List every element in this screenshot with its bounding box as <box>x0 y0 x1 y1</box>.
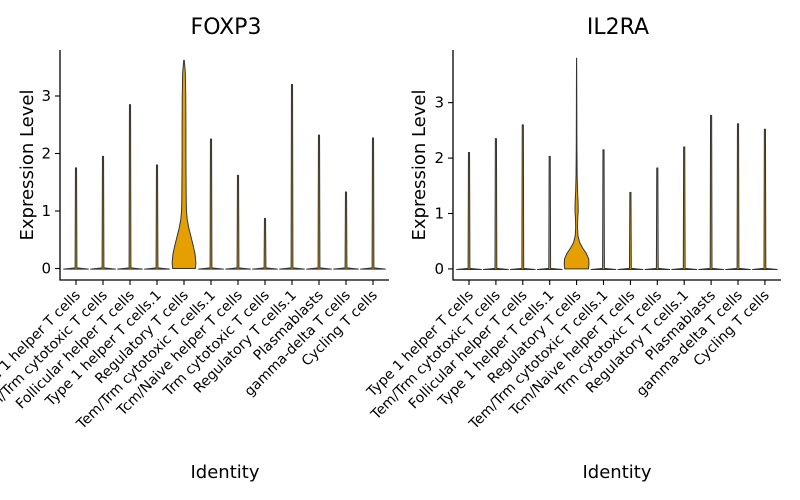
foxp3-panel: FOXP3 Expression Level Identity 0123Type… <box>0 15 389 483</box>
il2ra-ytick-label: 1 <box>434 204 444 222</box>
violin-tem-trm-cytotoxic-t-cells <box>483 138 509 271</box>
il2ra-ytick-label: 2 <box>434 149 444 167</box>
violin-type-1-helper-t-cells <box>63 167 89 270</box>
violin-plasmablasts <box>698 114 724 271</box>
violin-tem-trm-cytotoxic-t-cells-1 <box>198 138 224 270</box>
violin-type-1-helper-t-cells-1 <box>536 155 563 271</box>
il2ra-ylabel: Expression Level <box>409 90 430 241</box>
il2ra-title: IL2RA <box>587 15 649 40</box>
violin-cycling-t-cells <box>752 128 778 271</box>
violin-tcm-naive-helper-t-cells <box>617 191 644 271</box>
foxp3-ylabel: Expression Level <box>17 90 38 241</box>
violin-follicular-helper-t-cells <box>509 124 536 271</box>
violin-gamma-delta-t-cells <box>725 123 751 271</box>
il2ra-panel: IL2RA Expression Level Identity 0123Type… <box>363 15 781 483</box>
violin-cycling-t-cells <box>360 137 386 270</box>
foxp3-title: FOXP3 <box>191 15 262 40</box>
violin-regulatory-t-cells <box>171 59 197 269</box>
violin-plasmablasts <box>306 134 332 270</box>
il2ra-ytick-label: 0 <box>434 260 444 278</box>
violin-trm-cytotoxic-t-cells <box>644 167 671 271</box>
violin-tcm-naive-helper-t-cells <box>225 174 251 270</box>
foxp3-ytick-label: 2 <box>41 145 51 163</box>
foxp3-xlabel: Identity <box>191 462 260 483</box>
il2ra-xlabel: Identity <box>583 462 652 483</box>
violin-type-1-helper-t-cells-1 <box>144 164 170 270</box>
violin-tem-trm-cytotoxic-t-cells <box>90 155 116 270</box>
foxp3-ytick-label: 1 <box>41 202 51 220</box>
foxp3-ytick-label: 0 <box>41 260 51 278</box>
violin-regulatory-t-cells <box>563 57 590 270</box>
violin-tem-trm-cytotoxic-t-cells-1 <box>590 149 617 271</box>
violin-type-1-helper-t-cells <box>456 152 482 271</box>
il2ra-ytick-label: 3 <box>434 94 444 112</box>
violin-regulatory-t-cells-1 <box>279 84 305 270</box>
violin-regulatory-t-cells-1 <box>671 146 698 271</box>
foxp3-ytick-label: 3 <box>41 87 51 105</box>
violin-gamma-delta-t-cells <box>333 191 359 270</box>
violin-trm-cytotoxic-t-cells <box>252 217 278 270</box>
violin-follicular-helper-t-cells <box>117 104 143 270</box>
